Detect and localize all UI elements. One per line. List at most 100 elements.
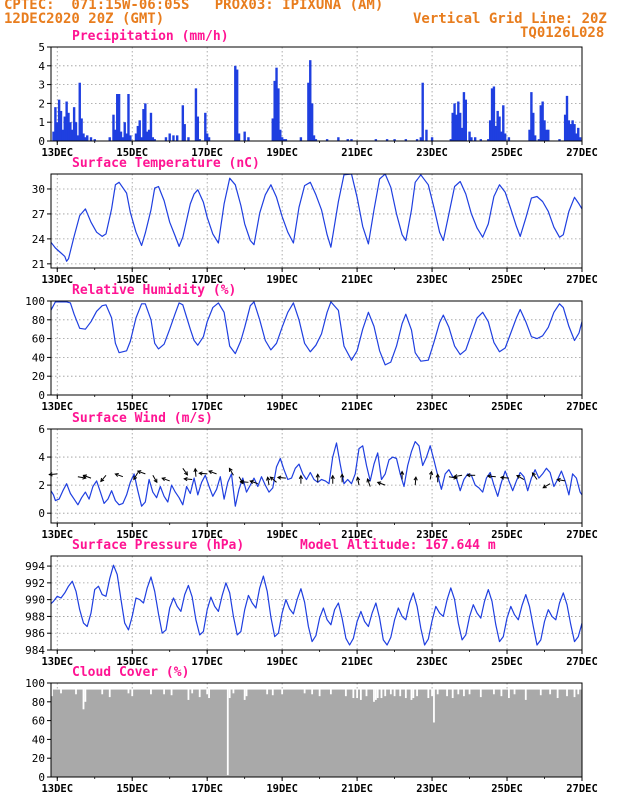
x-tick-label: 15DEC bbox=[116, 274, 148, 286]
cloud-cover-title: Cloud Cover (%) bbox=[72, 665, 190, 680]
precip-bar bbox=[385, 139, 389, 141]
precip-bar bbox=[234, 65, 237, 141]
cloud-cover-dip bbox=[427, 689, 430, 699]
wind-arrow bbox=[183, 476, 193, 482]
precip-bar bbox=[393, 139, 396, 141]
wind-arrow bbox=[516, 474, 525, 480]
precip-bar bbox=[545, 129, 548, 141]
precip-bar bbox=[112, 114, 115, 141]
wind-arrow bbox=[228, 467, 234, 476]
y-tick-label: 3 bbox=[38, 79, 45, 92]
wind-arrow-shaft bbox=[277, 476, 286, 479]
x-tick-label: 23DEC bbox=[416, 783, 448, 795]
precip-bar bbox=[464, 99, 468, 141]
precip-bar bbox=[57, 99, 61, 141]
wind-arrow-head bbox=[208, 470, 213, 475]
precip-bar bbox=[492, 86, 496, 141]
cloud-cover-dip bbox=[198, 689, 201, 698]
precip-bar bbox=[123, 122, 126, 141]
cloud-cover-dip bbox=[573, 689, 576, 698]
wind-arrow bbox=[531, 472, 538, 480]
precip-bar bbox=[198, 139, 201, 141]
wind-arrow bbox=[330, 474, 335, 484]
x-tick-label: 23DEC bbox=[416, 147, 448, 159]
wind-arrow-head bbox=[429, 470, 434, 476]
cloud-cover-dip bbox=[500, 689, 503, 697]
series-line bbox=[51, 441, 582, 507]
x-tick-label: 23DEC bbox=[416, 529, 448, 541]
cloud-cover-dip bbox=[446, 689, 448, 697]
y-tick-label: 0 bbox=[38, 771, 45, 784]
series-line bbox=[51, 174, 582, 262]
precip-bar bbox=[569, 124, 572, 141]
y-tick-label: 20 bbox=[32, 752, 45, 765]
cloud-cover-dip bbox=[513, 689, 516, 695]
wind-arrow-head bbox=[298, 474, 304, 480]
precip-bar bbox=[460, 127, 464, 141]
precip-bar bbox=[337, 137, 340, 141]
precip-bar bbox=[577, 127, 580, 141]
y-tick-label: 27 bbox=[32, 208, 45, 221]
wind-arrow bbox=[413, 476, 418, 486]
wind-arrow bbox=[269, 476, 277, 483]
x-tick-label: 23DEC bbox=[416, 401, 448, 413]
x-tick-label: 13DEC bbox=[41, 274, 73, 286]
precip-bar bbox=[149, 112, 153, 141]
precip-bar bbox=[247, 137, 250, 141]
wind-arrow-shaft bbox=[542, 483, 551, 489]
precip-bar bbox=[164, 137, 168, 141]
precip-bar bbox=[312, 135, 316, 141]
precip-bar bbox=[67, 112, 70, 141]
y-tick-label: 80 bbox=[32, 314, 45, 327]
precip-bar bbox=[56, 122, 59, 141]
y-tick-label: 986 bbox=[25, 627, 45, 640]
wind-arrow bbox=[100, 474, 107, 483]
cloud-cover-dip bbox=[376, 689, 379, 699]
cloud-cover-base bbox=[51, 689, 582, 777]
y-tick-label: 21 bbox=[32, 258, 45, 271]
plot-area bbox=[51, 301, 582, 366]
vertical-grid-label: Vertical Grid Line: 20Z bbox=[413, 11, 607, 27]
precip-bar bbox=[567, 120, 571, 141]
wind-arrow-shaft bbox=[77, 476, 86, 479]
wind-arrow-shaft bbox=[448, 476, 457, 479]
precip-bar bbox=[86, 135, 89, 141]
precip-bar bbox=[547, 129, 550, 141]
x-tick-label: 27DEC bbox=[566, 783, 598, 795]
precip-bar bbox=[503, 133, 507, 141]
wind-arrow bbox=[136, 470, 146, 475]
precip-bar bbox=[284, 139, 288, 141]
precip-bar bbox=[151, 137, 155, 141]
y-tick-label: 5 bbox=[38, 41, 45, 54]
y-tick-label: 6 bbox=[38, 423, 45, 436]
precip-bar bbox=[314, 139, 318, 141]
wind-arrow-head bbox=[486, 474, 492, 479]
x-tick-label: 15DEC bbox=[116, 529, 148, 541]
cloud-cover-dip bbox=[359, 689, 362, 700]
wind-arrow bbox=[499, 475, 509, 480]
precip-bar bbox=[310, 103, 314, 141]
wind-arrow-shaft bbox=[377, 481, 386, 486]
x-tick-label: 27DEC bbox=[566, 656, 598, 668]
precip-bar bbox=[146, 131, 149, 141]
precip-bar bbox=[494, 125, 497, 141]
cloud-cover-dip bbox=[539, 689, 542, 696]
wind-arrow-head bbox=[269, 476, 274, 481]
wind-arrow-head bbox=[276, 475, 282, 480]
precip-bar bbox=[565, 95, 569, 141]
plot-frame bbox=[50, 555, 583, 651]
precip-bar bbox=[563, 114, 567, 141]
wind-arrow bbox=[208, 470, 217, 475]
wind-arrow bbox=[249, 479, 258, 485]
cloud-cover-dip bbox=[206, 689, 209, 695]
x-tick-label: 19DEC bbox=[266, 274, 298, 286]
precip-bar bbox=[430, 137, 434, 141]
wind-title: Surface Wind (m/s) bbox=[72, 411, 213, 426]
precip-bar bbox=[125, 133, 128, 141]
cloud-cover-dip bbox=[75, 689, 77, 695]
precip-bar bbox=[571, 120, 574, 141]
y-tick-label: 40 bbox=[32, 733, 45, 746]
cloud-cover-dip bbox=[281, 689, 284, 695]
wind-arrow-head bbox=[153, 478, 158, 484]
wind-arrow-shaft bbox=[133, 472, 139, 480]
